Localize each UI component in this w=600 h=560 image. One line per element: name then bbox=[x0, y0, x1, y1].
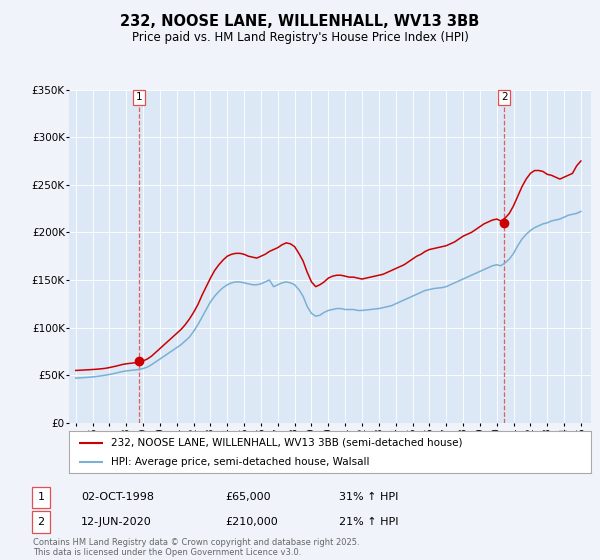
Text: Price paid vs. HM Land Registry's House Price Index (HPI): Price paid vs. HM Land Registry's House … bbox=[131, 31, 469, 44]
Text: 2: 2 bbox=[38, 517, 44, 527]
Text: 2: 2 bbox=[501, 92, 508, 102]
Text: Contains HM Land Registry data © Crown copyright and database right 2025.
This d: Contains HM Land Registry data © Crown c… bbox=[33, 538, 359, 557]
Text: 31% ↑ HPI: 31% ↑ HPI bbox=[339, 492, 398, 502]
Text: 1: 1 bbox=[38, 492, 44, 502]
Text: £210,000: £210,000 bbox=[225, 517, 278, 527]
Text: 232, NOOSE LANE, WILLENHALL, WV13 3BB (semi-detached house): 232, NOOSE LANE, WILLENHALL, WV13 3BB (s… bbox=[111, 437, 462, 447]
Text: £65,000: £65,000 bbox=[225, 492, 271, 502]
Text: 12-JUN-2020: 12-JUN-2020 bbox=[81, 517, 152, 527]
Text: HPI: Average price, semi-detached house, Walsall: HPI: Average price, semi-detached house,… bbox=[111, 457, 369, 467]
Text: 232, NOOSE LANE, WILLENHALL, WV13 3BB: 232, NOOSE LANE, WILLENHALL, WV13 3BB bbox=[121, 14, 479, 29]
Text: 02-OCT-1998: 02-OCT-1998 bbox=[81, 492, 154, 502]
Text: 1: 1 bbox=[136, 92, 142, 102]
Text: 21% ↑ HPI: 21% ↑ HPI bbox=[339, 517, 398, 527]
